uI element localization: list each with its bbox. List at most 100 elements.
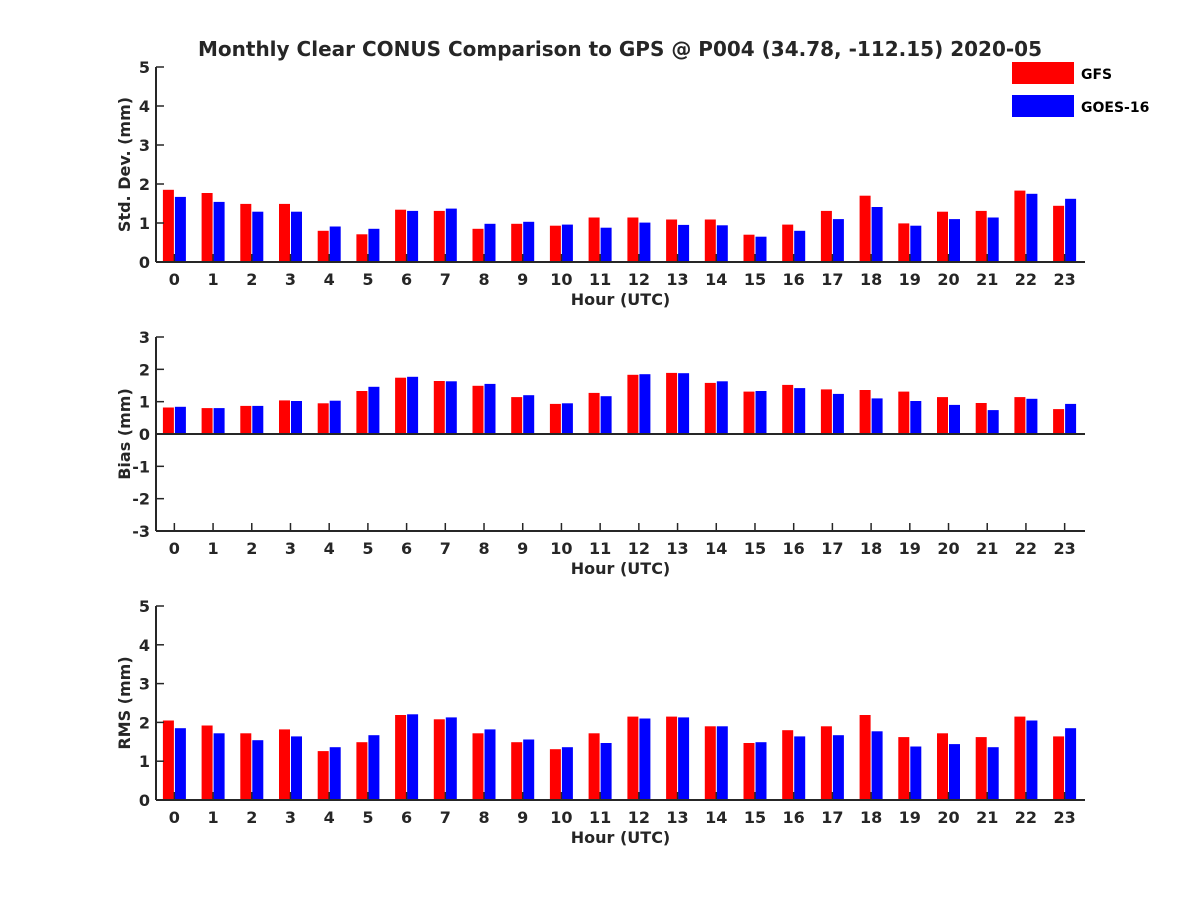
bar-goes16-hour-16 (794, 230, 806, 262)
bar-goes16-hour-21 (987, 747, 999, 800)
x-tick-label: 12 (628, 539, 650, 558)
bar-goes16-hour-16 (794, 388, 806, 434)
legend-label-gfs: GFS (1081, 67, 1112, 83)
bar-gfs-hour-0 (162, 720, 174, 800)
bar-gfs-hour-9 (511, 223, 523, 262)
x-tick-label: 11 (589, 539, 611, 558)
x-tick-label: 8 (478, 808, 489, 827)
x-tick-label: 15 (744, 270, 766, 289)
y-tick-label: 0 (139, 253, 150, 272)
x-tick-label: 21 (976, 808, 998, 827)
bar-gfs-hour-2 (240, 405, 252, 434)
bar-gfs-hour-17 (820, 389, 832, 434)
bar-gfs-hour-4 (317, 403, 329, 434)
bar-goes16-hour-14 (716, 381, 728, 434)
x-tick-label: 17 (821, 808, 843, 827)
bar-gfs-hour-10 (549, 225, 561, 262)
x-tick-label: 19 (899, 539, 921, 558)
x-axis-label: Hour (UTC) (571, 559, 671, 578)
bar-goes16-hour-17 (832, 393, 844, 434)
x-tick-label: 4 (324, 808, 335, 827)
bar-goes16-hour-7 (445, 381, 457, 434)
bar-goes16-hour-22 (1026, 398, 1038, 434)
x-tick-label: 20 (937, 808, 959, 827)
bar-gfs-hour-19 (898, 223, 910, 262)
bar-goes16-hour-8 (484, 383, 496, 434)
x-tick-label: 16 (783, 539, 805, 558)
bar-goes16-hour-18 (871, 207, 883, 262)
bar-gfs-hour-13 (666, 716, 678, 800)
bar-gfs-hour-3 (279, 400, 290, 434)
y-tick-label: 2 (139, 360, 150, 379)
x-tick-label: 15 (744, 539, 766, 558)
x-tick-label: 10 (550, 808, 572, 827)
x-tick-label: 6 (401, 539, 412, 558)
bar-goes16-hour-11 (600, 227, 612, 262)
bar-goes16-hour-4 (329, 226, 341, 262)
legend-label-goes16: GOES-16 (1081, 100, 1149, 116)
figure-title: Monthly Clear CONUS Comparison to GPS @ … (198, 37, 1042, 61)
x-axis-label: Hour (UTC) (571, 290, 671, 309)
bar-gfs-hour-3 (279, 729, 290, 800)
bar-goes16-hour-7 (445, 208, 457, 262)
x-tick-label: 7 (440, 539, 451, 558)
bar-gfs-hour-21 (975, 403, 987, 434)
bar-gfs-hour-7 (433, 381, 445, 434)
bar-goes16-hour-3 (291, 211, 302, 262)
x-tick-label: 19 (899, 270, 921, 289)
bar-goes16-hour-22 (1026, 193, 1038, 263)
x-tick-label: 15 (744, 808, 766, 827)
bar-gfs-hour-0 (162, 189, 174, 262)
bar-goes16-hour-13 (678, 224, 690, 262)
bar-gfs-hour-0 (162, 407, 174, 434)
bar-goes16-hour-12 (639, 222, 651, 262)
bar-gfs-hour-8 (472, 228, 484, 262)
bar-gfs-hour-23 (1053, 205, 1065, 262)
bar-goes16-hour-7 (445, 717, 457, 800)
x-tick-label: 3 (285, 539, 296, 558)
bar-gfs-hour-11 (588, 217, 600, 262)
bar-gfs-hour-2 (240, 203, 252, 262)
bar-gfs-hour-23 (1053, 409, 1065, 434)
bar-goes16-hour-15 (755, 742, 767, 800)
bar-goes16-hour-9 (523, 221, 535, 262)
x-tick-label: 20 (937, 539, 959, 558)
bar-goes16-hour-9 (523, 395, 535, 434)
bar-goes16-hour-17 (832, 735, 844, 800)
bar-gfs-hour-22 (1014, 190, 1026, 262)
bar-goes16-hour-21 (987, 217, 999, 262)
x-tick-label: 23 (1054, 539, 1076, 558)
bar-gfs-hour-2 (240, 733, 252, 800)
bar-gfs-hour-13 (666, 372, 678, 434)
x-tick-label: 14 (705, 539, 727, 558)
bar-gfs-hour-4 (317, 751, 329, 800)
bar-gfs-hour-3 (279, 203, 290, 262)
bar-goes16-hour-18 (871, 398, 883, 434)
bar-goes16-hour-14 (716, 225, 728, 262)
bar-gfs-hour-22 (1014, 716, 1026, 800)
bar-goes16-hour-10 (561, 747, 573, 800)
bar-goes16-hour-5 (368, 735, 380, 800)
x-tick-label: 21 (976, 539, 998, 558)
x-tick-label: 8 (478, 539, 489, 558)
y-tick-label: 3 (139, 328, 150, 347)
bar-gfs-hour-11 (588, 733, 600, 800)
x-tick-label: 7 (440, 270, 451, 289)
bar-gfs-hour-6 (395, 715, 407, 800)
bar-goes16-hour-19 (910, 225, 922, 262)
legend-swatch-gfs (1012, 62, 1074, 84)
bar-goes16-hour-3 (291, 401, 302, 434)
bar-gfs-hour-16 (782, 224, 794, 262)
x-tick-label: 0 (169, 270, 180, 289)
y-tick-label: 4 (139, 636, 150, 655)
bar-gfs-hour-1 (201, 193, 213, 262)
bar-goes16-hour-15 (755, 391, 767, 434)
bar-gfs-hour-22 (1014, 397, 1026, 434)
bar-goes16-hour-22 (1026, 720, 1038, 800)
x-tick-label: 1 (207, 808, 218, 827)
x-tick-label: 2 (246, 808, 257, 827)
bar-goes16-hour-19 (910, 746, 922, 800)
x-tick-label: 5 (362, 270, 373, 289)
